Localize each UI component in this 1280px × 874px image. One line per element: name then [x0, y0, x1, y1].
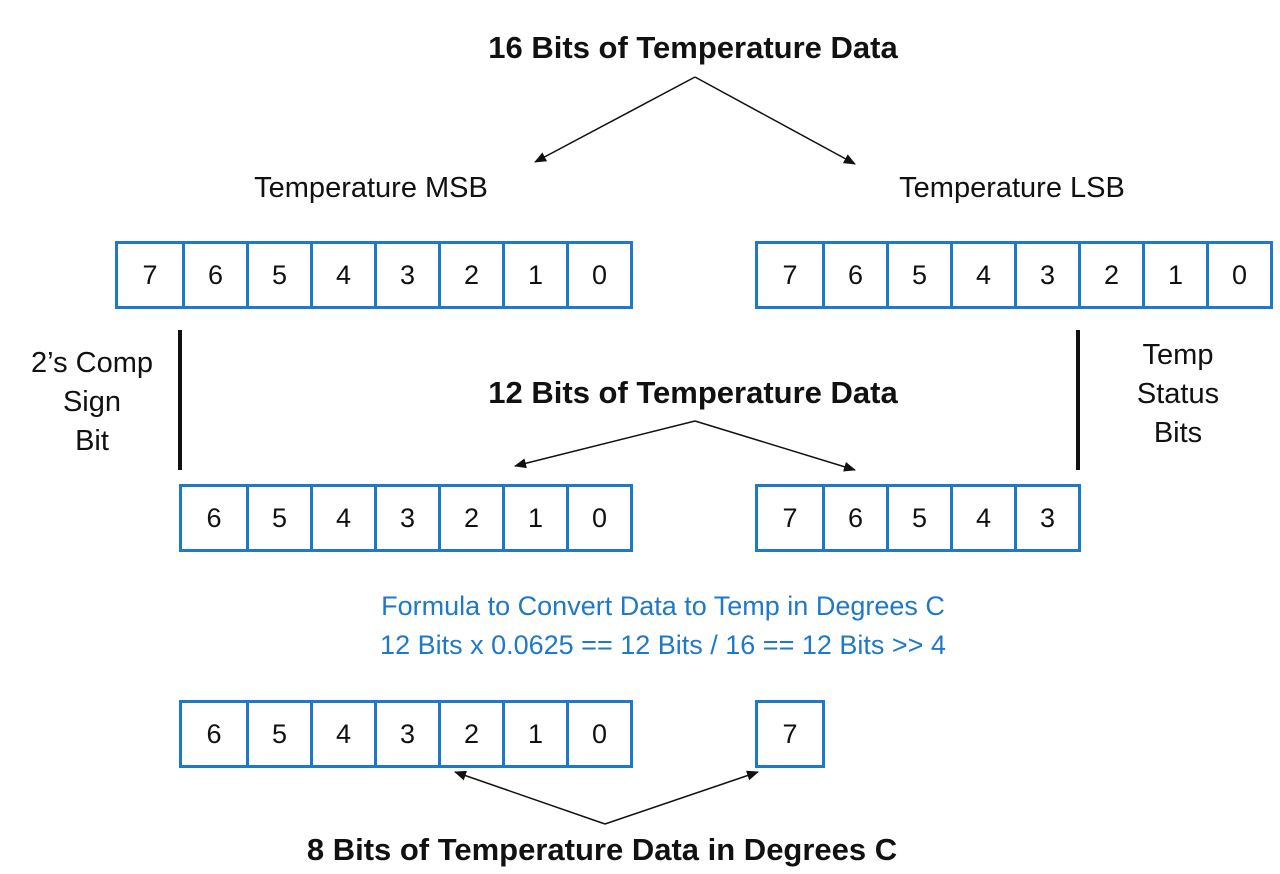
title-12-bits: 12 Bits of Temperature Data	[488, 375, 898, 410]
bit-cell: 3	[1014, 487, 1078, 549]
bit-cell: 4	[310, 244, 374, 306]
bit-cell: 2	[1078, 244, 1142, 306]
bit-cell: 0	[566, 244, 630, 306]
bit-cell: 3	[374, 703, 438, 765]
bit-cell: 4	[950, 487, 1014, 549]
bit-cell: 6	[206, 502, 222, 533]
arrow-to-msb	[534, 76, 696, 163]
arrow-to-result-high	[604, 770, 759, 825]
bit-cell: 5	[886, 487, 950, 549]
bit-cell: 0	[566, 703, 630, 765]
label-temperature-msb: Temperature MSB	[254, 172, 488, 204]
bit-cell: 1	[502, 703, 566, 765]
bit-cell: 3	[1014, 244, 1078, 306]
bit-cell: 5	[246, 487, 310, 549]
bit-cell: 7	[782, 502, 798, 533]
arrow-to-result-low	[454, 770, 606, 825]
bit-cell: 4	[310, 487, 374, 549]
bit-cell: 7	[782, 718, 798, 749]
bit-cell: 3	[374, 244, 438, 306]
label-status-bits: Temp Status Bits	[1110, 336, 1246, 453]
arrow-to-lsb	[694, 76, 856, 165]
bit-cell: 0	[566, 487, 630, 549]
title-16-bits: 16 Bits of Temperature Data	[488, 30, 898, 65]
bit-cell: 6	[822, 487, 886, 549]
formula-line-2: 12 Bits x 0.0625 == 12 Bits / 16 == 12 B…	[380, 630, 946, 660]
bit-cell: 6	[822, 244, 886, 306]
status-line-2: Status	[1136, 378, 1220, 410]
label-sign-bit: 2’s Comp Sign Bit	[14, 344, 170, 461]
bit-cell: 7	[142, 259, 158, 290]
label-temperature-lsb: Temperature LSB	[899, 172, 1125, 204]
bit-cell: 2	[438, 487, 502, 549]
formula-line-1: Formula to Convert Data to Temp in Degre…	[381, 591, 945, 621]
bit-cell: 4	[950, 244, 1014, 306]
bit-cell: 5	[246, 703, 310, 765]
title-8-bits: 8 Bits of Temperature Data in Degrees C	[306, 832, 898, 867]
sign-line-2: Sign	[62, 386, 122, 418]
sign-bit-bracket	[178, 330, 182, 470]
bit-cell: 6	[182, 244, 246, 306]
status-bits-bracket	[1076, 330, 1080, 470]
bit-cell: 7	[782, 259, 798, 290]
bit-cell: 5	[246, 244, 310, 306]
bit-cell: 1	[502, 244, 566, 306]
status-line-1: Temp	[1142, 339, 1214, 371]
arrow-to-msb12	[514, 420, 696, 469]
bit-cell: 3	[374, 487, 438, 549]
bit-cell: 5	[886, 244, 950, 306]
register-result-high: 7	[755, 700, 825, 768]
bit-cell: 1	[502, 487, 566, 549]
bit-cell: 0	[1206, 244, 1270, 306]
sign-line-3: Bit	[75, 425, 109, 457]
bit-cell: 2	[438, 703, 502, 765]
bit-cell: 4	[310, 703, 374, 765]
sign-line-1: 2’s Comp	[31, 347, 153, 379]
arrow-to-lsb12	[694, 420, 856, 472]
bit-cell: 1	[1142, 244, 1206, 306]
bit-cell: 2	[438, 244, 502, 306]
bit-cell: 6	[206, 718, 222, 749]
status-line-3: Bits	[1153, 417, 1203, 449]
